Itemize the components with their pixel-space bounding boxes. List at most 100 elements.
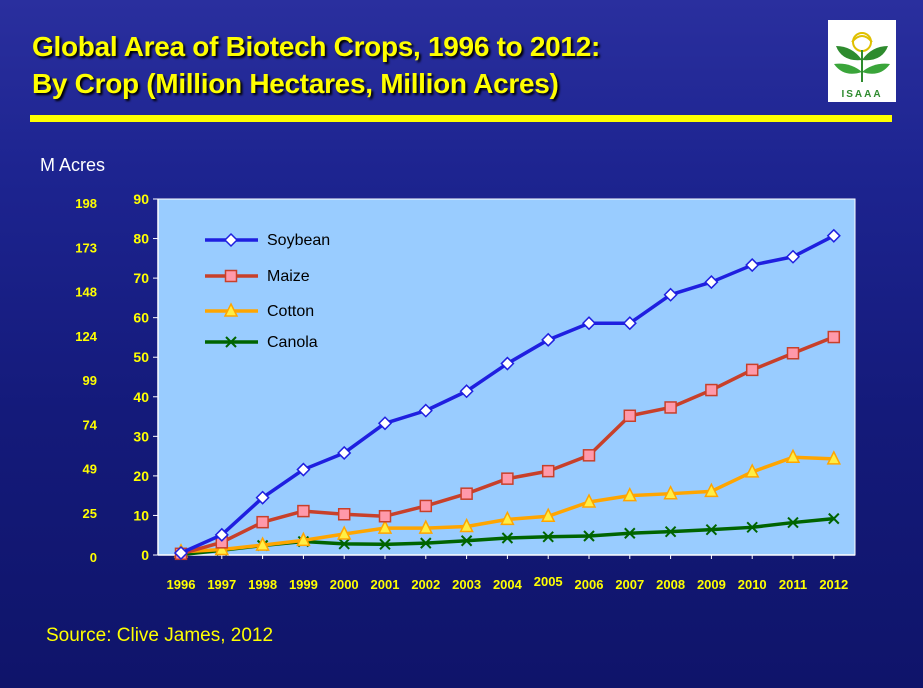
soybean-point: [541, 332, 556, 347]
y-tick-label: 0: [141, 547, 149, 563]
isaaa-logo: ISAAA: [828, 20, 896, 102]
soybean-point: [255, 490, 270, 505]
maize-point: [664, 401, 677, 414]
canola-point: [624, 527, 636, 539]
soybean-point: [785, 249, 801, 264]
acres-tick-label: 99: [83, 373, 97, 388]
soybean-point: [745, 257, 760, 273]
legend-soybean-marker: [223, 232, 239, 248]
legend-canola-marker: [225, 336, 237, 348]
maize-point: [786, 347, 800, 360]
x-tick-label: 2001: [371, 577, 400, 592]
legend-soybean-label: Soybean: [267, 232, 330, 249]
canola-point: [379, 538, 391, 551]
acres-tick-label: 49: [83, 462, 97, 477]
cotton-point: [336, 525, 352, 540]
cotton-point: [663, 485, 678, 500]
cotton-point: [255, 536, 270, 551]
canola-point: [420, 537, 432, 549]
soybean-point: [581, 316, 597, 331]
soybean-point: [826, 228, 841, 243]
y-tick-label: 50: [133, 349, 149, 365]
maize-point: [419, 499, 433, 513]
soybean-point: [500, 356, 515, 371]
cotton-point: [785, 448, 801, 464]
maize-point: [256, 515, 269, 529]
soybean-point: [418, 403, 433, 418]
maize-point: [623, 409, 637, 423]
cotton-point: [377, 519, 393, 534]
y-tick-label: 40: [133, 389, 149, 405]
x-tick-label: 1999: [289, 577, 318, 592]
maize-point: [541, 464, 555, 478]
x-tick-label: 2003: [452, 577, 481, 592]
cotton-point: [744, 463, 760, 478]
slide-title: Global Area of Biotech Crops, 1996 to 20…: [32, 28, 600, 102]
x-tick-label: 2007: [615, 577, 644, 592]
y-tick-label: 20: [133, 468, 149, 484]
cotton-point: [826, 450, 842, 465]
y-tick-label: 80: [133, 231, 149, 247]
canola-point: [542, 531, 554, 543]
x-tick-label: 2010: [738, 577, 767, 592]
x-tick-label: 2012: [819, 577, 848, 592]
maize-point: [378, 509, 392, 523]
canola-point: [501, 532, 514, 544]
leaf-icon: [834, 32, 890, 82]
canola-point: [338, 538, 350, 550]
acres-tick-label: 198: [75, 196, 97, 211]
y-tick-label: 70: [133, 270, 149, 286]
legend-cotton-marker: [223, 302, 239, 317]
cotton-point: [581, 493, 597, 508]
x-tick-label: 2009: [697, 577, 726, 592]
canola-point: [828, 512, 840, 525]
soybean-point: [459, 384, 474, 399]
acres-tick-label: 25: [83, 506, 97, 521]
legend-maize-marker: [224, 269, 238, 283]
y-tick-label: 90: [133, 191, 149, 207]
cotton-point: [500, 510, 515, 526]
soybean-point: [296, 462, 311, 477]
cotton-point: [296, 531, 311, 547]
title-rule: [30, 115, 892, 122]
y-tick-label: 30: [133, 428, 149, 444]
maize-point: [827, 330, 841, 344]
x-tick-label: 2008: [656, 577, 685, 592]
canola-point: [664, 525, 677, 538]
x-tick-label: 1998: [248, 577, 277, 592]
cotton-point: [540, 507, 556, 522]
maize-point: [337, 508, 351, 521]
cotton-point: [418, 519, 434, 534]
soybean-point: [337, 445, 352, 461]
canola-point: [705, 523, 718, 536]
title-line-2: By Crop (Million Hectares, Million Acres…: [32, 68, 559, 99]
soybean-point: [622, 316, 637, 331]
legend-cotton-label: Cotton: [267, 303, 314, 320]
x-tick-label: 1997: [207, 577, 236, 592]
canola-point: [583, 530, 595, 542]
legend-maize-label: Maize: [267, 268, 310, 285]
acres-tick-label: 148: [75, 285, 97, 300]
x-tick-label: 2005: [534, 574, 563, 589]
title-line-1: Global Area of Biotech Crops, 1996 to 20…: [32, 31, 601, 62]
acres-tick-label: 0: [90, 550, 97, 565]
maize-point: [297, 504, 310, 518]
maize-point: [501, 472, 514, 485]
soybean-point: [214, 527, 229, 542]
x-tick-label: 2002: [411, 577, 440, 592]
soybean-point: [704, 275, 719, 290]
cotton-point: [459, 517, 474, 533]
y-tick-label: 10: [133, 507, 149, 523]
acres-tick-label: 173: [75, 240, 97, 255]
cotton-point: [704, 482, 719, 498]
x-tick-label: 2006: [575, 577, 604, 592]
cotton-point: [622, 486, 638, 502]
legend-canola-label: Canola: [267, 334, 318, 351]
acres-axis-label: M Acres: [40, 155, 106, 175]
x-tick-label: 2000: [330, 577, 359, 592]
soybean-point: [663, 287, 678, 302]
x-tick-label: 2004: [493, 577, 523, 592]
maize-point: [705, 383, 718, 397]
x-tick-label: 2011: [779, 577, 807, 592]
